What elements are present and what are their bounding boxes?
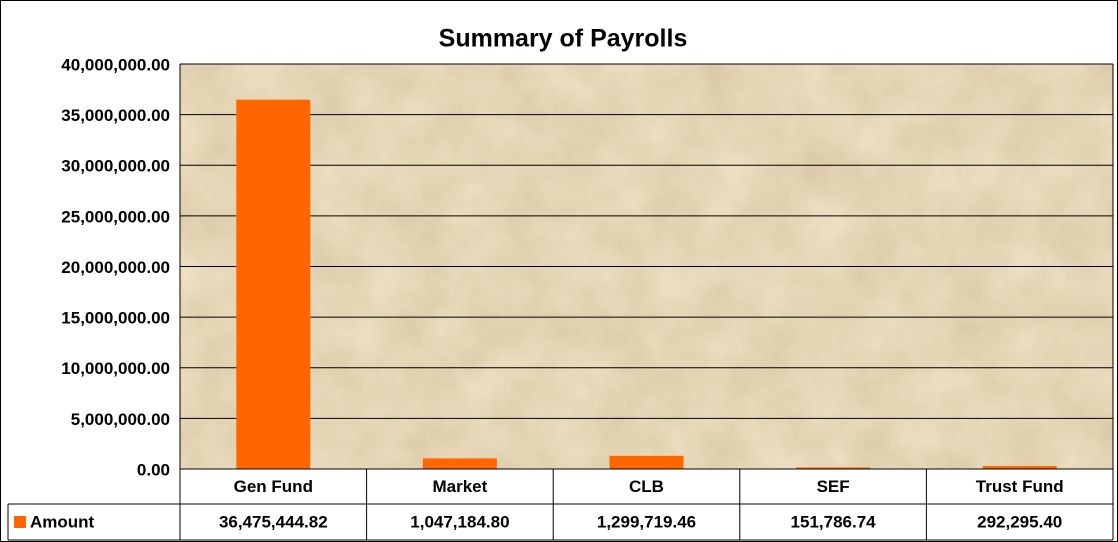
x-tick-label: CLB bbox=[629, 477, 664, 496]
x-tick-label: Gen Fund bbox=[234, 477, 313, 496]
legend-swatch bbox=[14, 516, 26, 528]
y-tick-label: 15,000,000.00 bbox=[61, 309, 170, 328]
y-tick-label: 20,000,000.00 bbox=[61, 258, 170, 277]
data-label: 1,047,184.80 bbox=[410, 512, 509, 531]
y-tick-label: 35,000,000.00 bbox=[61, 106, 170, 125]
chart-title: Summary of Payrolls bbox=[439, 25, 688, 53]
legend-label: Amount bbox=[30, 512, 95, 531]
x-tick-label: Market bbox=[432, 477, 487, 496]
data-label: 151,786.74 bbox=[791, 512, 877, 531]
data-label: 36,475,444.82 bbox=[219, 512, 328, 531]
x-tick-label: Trust Fund bbox=[976, 477, 1064, 496]
bar bbox=[609, 455, 684, 469]
bar bbox=[422, 458, 497, 469]
y-tick-label: 10,000,000.00 bbox=[61, 359, 170, 378]
bar bbox=[796, 467, 871, 469]
bar bbox=[982, 466, 1057, 469]
y-tick-label: 30,000,000.00 bbox=[61, 157, 170, 176]
y-tick-label: 25,000,000.00 bbox=[61, 207, 170, 226]
data-label: 292,295.40 bbox=[977, 512, 1062, 531]
bar bbox=[236, 99, 311, 469]
y-tick-label: 0.00 bbox=[137, 460, 170, 479]
x-tick-label: SEF bbox=[817, 477, 850, 496]
data-label: 1,299,719.46 bbox=[597, 512, 696, 531]
y-tick-label: 5,000,000.00 bbox=[71, 410, 170, 429]
y-tick-label: 40,000,000.00 bbox=[61, 55, 170, 74]
